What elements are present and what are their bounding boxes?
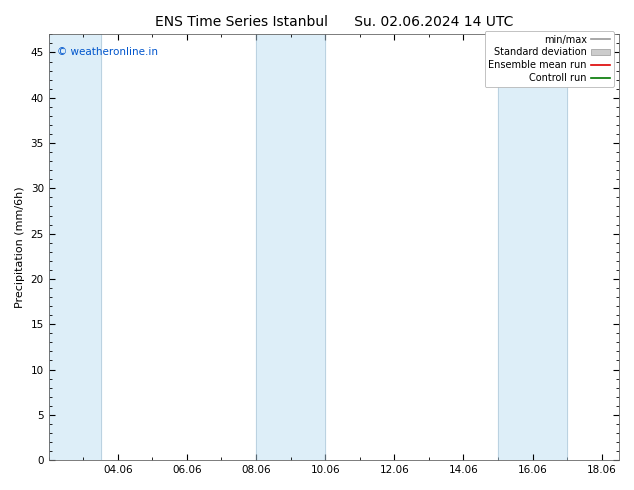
Text: © weatheronline.in: © weatheronline.in [57,47,158,57]
Bar [498,34,567,460]
Title: ENS Time Series Istanbul      Su. 02.06.2024 14 UTC: ENS Time Series Istanbul Su. 02.06.2024 … [155,15,513,29]
Legend: min/max, Standard deviation, Ensemble mean run, Controll run: min/max, Standard deviation, Ensemble me… [484,31,614,87]
Bar [49,34,101,460]
Bar [256,34,325,460]
Y-axis label: Precipitation (mm/6h): Precipitation (mm/6h) [15,186,25,308]
